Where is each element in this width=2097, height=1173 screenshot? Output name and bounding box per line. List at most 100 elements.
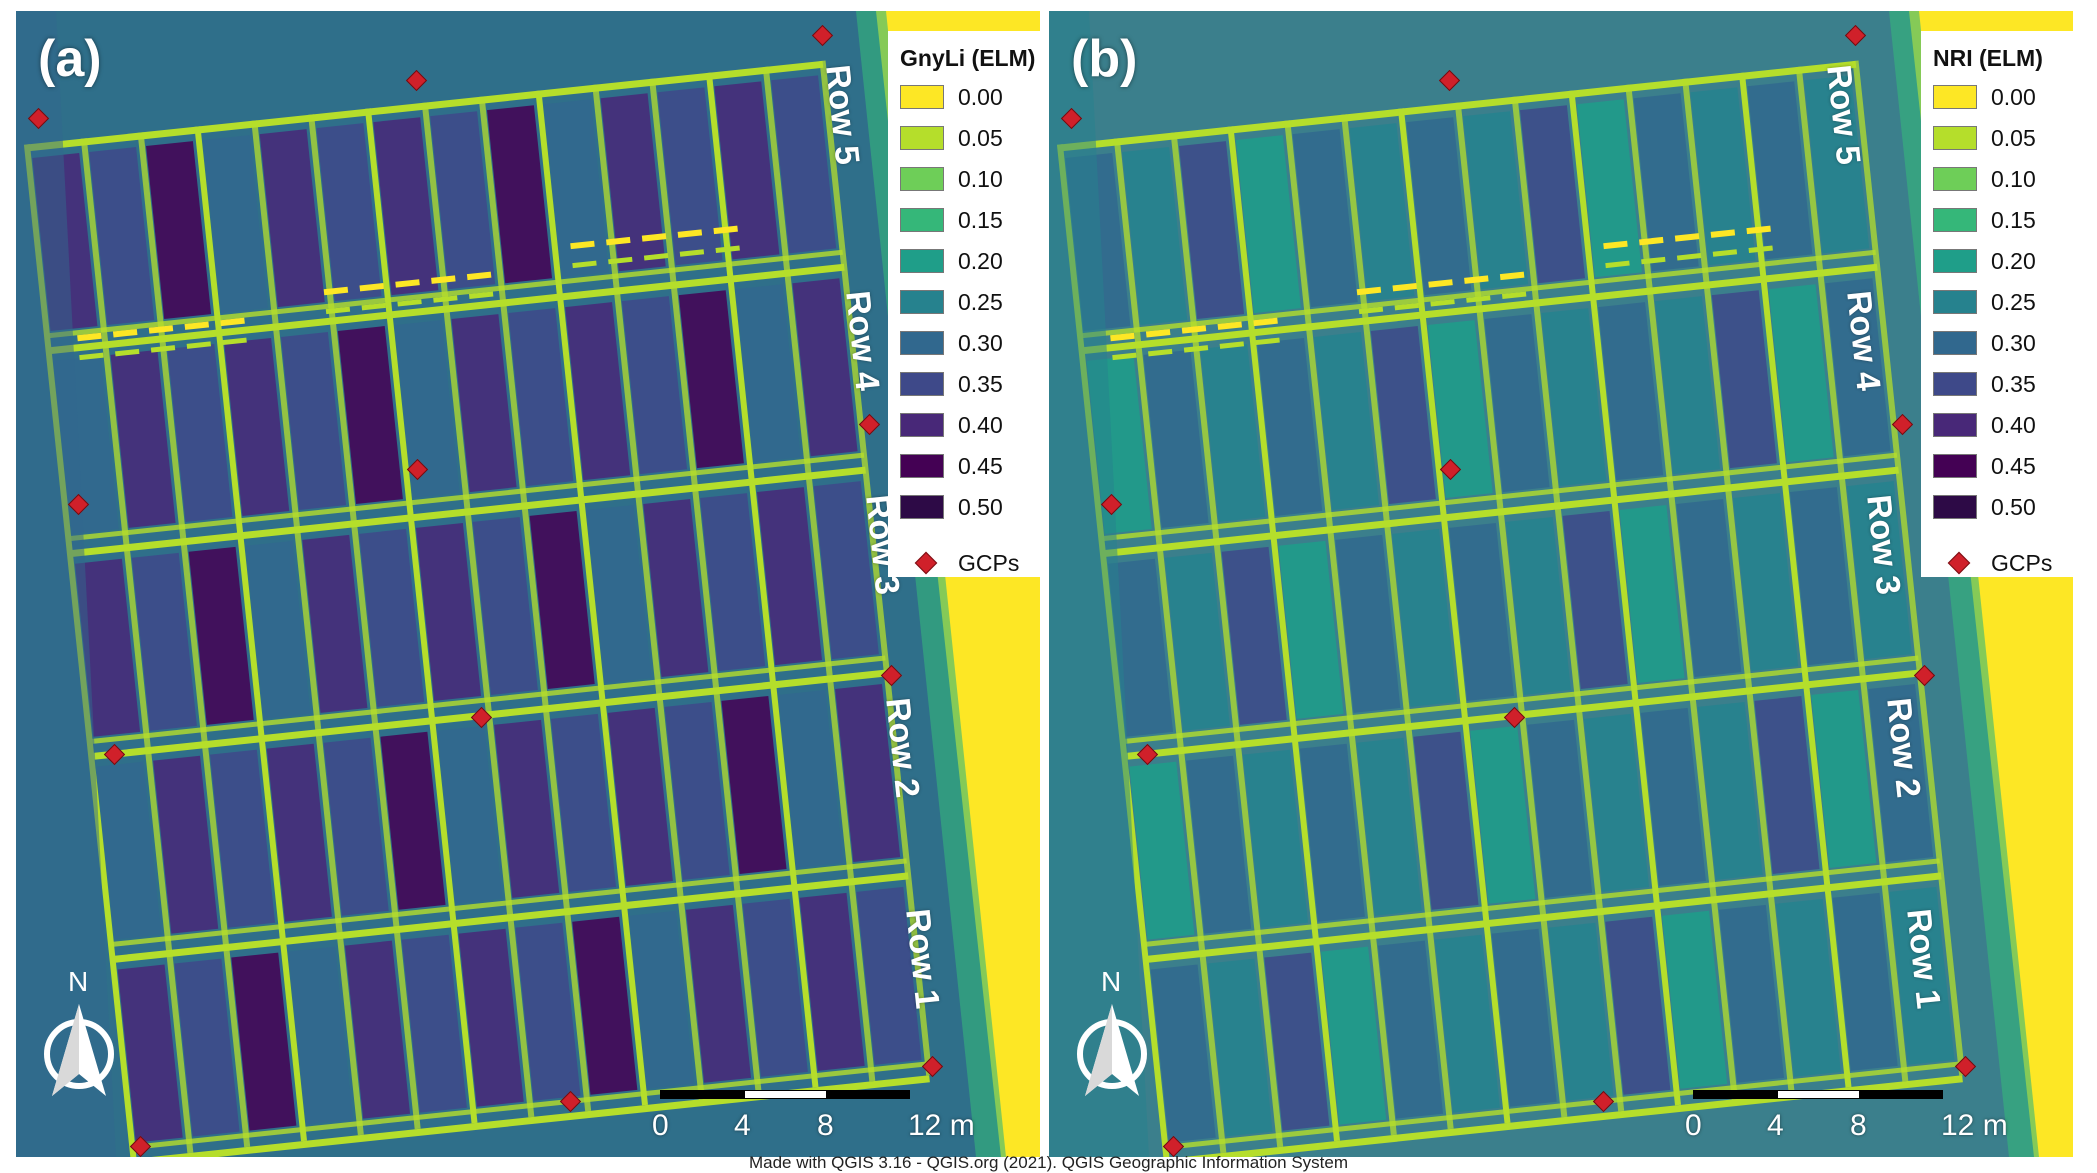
bright-streak — [641, 233, 667, 242]
bright-streak — [1499, 271, 1525, 281]
plot-cell — [778, 689, 844, 868]
plot-cell — [316, 123, 382, 302]
legend-swatch — [1933, 126, 1977, 150]
bright-streak — [1605, 260, 1630, 269]
column-line — [1113, 138, 1227, 1154]
bright-streak — [1712, 249, 1738, 257]
north-label: N — [1101, 966, 1122, 997]
plot-cell — [1619, 505, 1685, 684]
bright-streak — [395, 279, 420, 288]
column-line — [705, 72, 819, 1088]
plot-cell — [657, 87, 723, 266]
plot-cell — [1583, 713, 1650, 892]
plot-cell — [430, 111, 496, 290]
plot-cell — [1889, 886, 1955, 1065]
bright-streak — [1110, 332, 1135, 342]
legend-item: 0.35 — [1933, 370, 2073, 398]
gcp-diamond-icon — [914, 551, 938, 575]
bright-streak — [79, 352, 104, 361]
bright-streak — [572, 260, 597, 269]
plot-cell — [1278, 540, 1344, 719]
legend-swatch — [1933, 208, 1977, 232]
legend-value-label: 0.15 — [1991, 207, 2036, 233]
legend-value-label: 0.20 — [958, 248, 1003, 274]
plot-cell — [1775, 898, 1841, 1077]
bright-streak — [1392, 282, 1417, 292]
plot-cell — [678, 290, 744, 469]
bright-streak — [1466, 295, 1491, 303]
bright-streak — [150, 345, 176, 353]
bright-streak — [1394, 302, 1419, 311]
legend-title: NRI (ELM) — [1933, 45, 2043, 71]
plot-cell — [1392, 528, 1458, 707]
plot-cell — [1754, 695, 1820, 874]
legend-value-label: 0.40 — [958, 412, 1003, 438]
plot-cell — [1264, 952, 1330, 1131]
legend-gcp-label: GCPs — [958, 550, 1020, 576]
plot-cell — [1527, 719, 1593, 898]
plot-cell — [1179, 141, 1245, 320]
bright-streak — [606, 236, 631, 246]
legend-value-label: 0.20 — [1991, 248, 2036, 274]
legend-item: 0.35 — [900, 370, 1040, 398]
legend-item: 0.10 — [1933, 165, 2073, 193]
legend-item: 0.30 — [900, 329, 1040, 357]
bright-streak — [1428, 279, 1453, 288]
plot-cell — [1470, 725, 1536, 904]
plot-cell — [1733, 493, 1799, 672]
plot-cell — [451, 314, 517, 493]
plot-cell — [856, 886, 922, 1065]
plot-cell — [302, 534, 368, 713]
legend-value-label: 0.40 — [1991, 412, 2036, 438]
legend-value-label: 0.25 — [958, 289, 1003, 315]
bright-streak — [359, 282, 384, 292]
legend-item: 0.25 — [900, 288, 1040, 316]
scale-tick-label: 0 — [1685, 1109, 1702, 1142]
plot-cell — [543, 99, 609, 278]
plot-cell — [1654, 296, 1721, 475]
column-line — [762, 66, 876, 1082]
plot-cell — [1505, 516, 1571, 695]
bright-streak — [112, 328, 138, 338]
legend-item: 0.15 — [1933, 206, 2073, 234]
plot-cell — [1768, 284, 1834, 463]
plot-cell — [565, 302, 631, 481]
plot-cell — [437, 725, 503, 904]
bright-streak — [1255, 337, 1280, 346]
legend-value-label: 0.45 — [958, 453, 1003, 479]
legend-value-label: 0.25 — [1991, 289, 2036, 315]
plot-cell — [344, 940, 411, 1119]
plot-cell — [1811, 689, 1877, 868]
legend-gcp-label: GCPs — [1991, 550, 2053, 576]
legend-item: 0.30 — [1933, 329, 2073, 357]
plot-cell — [1548, 922, 1614, 1101]
north-arrow-icon — [1077, 1004, 1147, 1096]
bright-streak — [1148, 348, 1173, 357]
legend-gcp-item: GCPs — [1933, 549, 2073, 577]
bright-streak — [677, 229, 703, 238]
column-line — [1227, 126, 1341, 1142]
plot-cell — [486, 105, 553, 284]
map-credit: Made with QGIS 3.16 - QGIS.org (2021). Q… — [748, 1153, 1349, 1172]
plot-cell — [494, 719, 560, 898]
legend-swatch — [900, 372, 944, 396]
bright-streak — [1217, 321, 1243, 330]
bright-streak — [643, 253, 669, 261]
column-line — [194, 126, 308, 1142]
scale-segment — [660, 1090, 744, 1099]
bright-streak — [1603, 240, 1628, 250]
plot-cell — [607, 707, 673, 886]
column-line — [1568, 90, 1681, 1106]
bright-streak — [679, 249, 705, 257]
bright-streak — [1464, 275, 1489, 284]
plot-cell — [1576, 99, 1642, 278]
legend-swatch — [1933, 454, 1977, 478]
plot-cell — [529, 511, 595, 689]
legend-item: 0.15 — [900, 206, 1040, 234]
plot-cell — [586, 505, 652, 684]
bright-streak — [1219, 341, 1245, 349]
bright-streak — [323, 286, 349, 296]
plot-cell — [394, 320, 460, 499]
plot-cell — [664, 701, 730, 880]
bright-streak — [1639, 236, 1664, 246]
